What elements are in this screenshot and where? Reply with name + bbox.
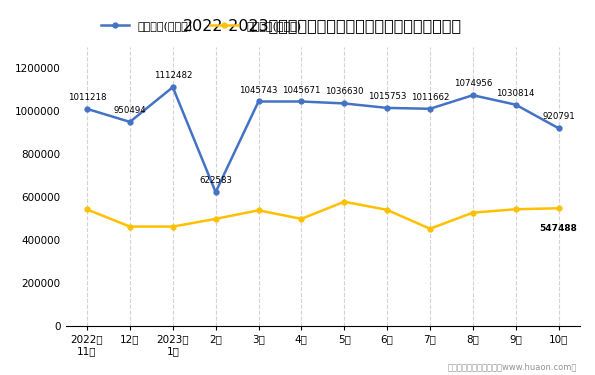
Text: 1011218: 1011218 — [68, 93, 107, 102]
Legend: 出口总额(万美元), 进口总额(万美元): 出口总额(万美元), 进口总额(万美元) — [97, 16, 306, 35]
出口总额(万美元) — [469, 93, 477, 98]
出口总额(万美元) — [83, 106, 90, 111]
Text: 1015753: 1015753 — [368, 92, 406, 101]
进口总额(万美元) — [298, 217, 305, 221]
出口总额(万美元) — [384, 106, 391, 110]
Text: 1045671: 1045671 — [282, 86, 321, 94]
进口总额(万美元) — [341, 200, 348, 204]
Text: 制图：华经产业研究院（www.huaon.com）: 制图：华经产业研究院（www.huaon.com） — [448, 362, 577, 371]
进口总额(万美元) — [427, 226, 434, 231]
进口总额(万美元) — [212, 217, 219, 221]
出口总额(万美元) — [255, 99, 262, 104]
进口总额(万美元) — [255, 208, 262, 213]
进口总额(万美元) — [126, 224, 133, 229]
Line: 进口总额(万美元): 进口总额(万美元) — [84, 199, 561, 231]
进口总额(万美元) — [83, 207, 90, 212]
Text: 950494: 950494 — [114, 106, 146, 115]
出口总额(万美元) — [341, 101, 348, 106]
Text: 1045743: 1045743 — [239, 86, 278, 94]
出口总额(万美元) — [555, 126, 562, 130]
进口总额(万美元) — [512, 207, 519, 212]
出口总额(万美元) — [126, 120, 133, 124]
进口总额(万美元) — [555, 206, 562, 210]
进口总额(万美元) — [469, 210, 477, 215]
Text: 547488: 547488 — [540, 224, 578, 232]
进口总额(万美元) — [169, 224, 176, 229]
Line: 出口总额(万美元): 出口总额(万美元) — [84, 85, 561, 195]
Text: 1112482: 1112482 — [154, 71, 192, 80]
Text: 920791: 920791 — [542, 112, 575, 122]
Text: 1074956: 1074956 — [453, 79, 492, 88]
Text: 1036630: 1036630 — [325, 87, 364, 96]
Text: 622583: 622583 — [199, 176, 232, 185]
出口总额(万美元) — [169, 85, 176, 89]
进口总额(万美元) — [384, 208, 391, 212]
Title: 2022-2023年宁波市商品收发货人所在地进、出口额统计: 2022-2023年宁波市商品收发货人所在地进、出口额统计 — [183, 18, 462, 33]
出口总额(万美元) — [427, 106, 434, 111]
Text: 1030814: 1030814 — [496, 89, 535, 98]
出口总额(万美元) — [298, 99, 305, 104]
Text: 1011662: 1011662 — [411, 93, 449, 102]
出口总额(万美元) — [212, 190, 219, 194]
出口总额(万美元) — [512, 102, 519, 107]
